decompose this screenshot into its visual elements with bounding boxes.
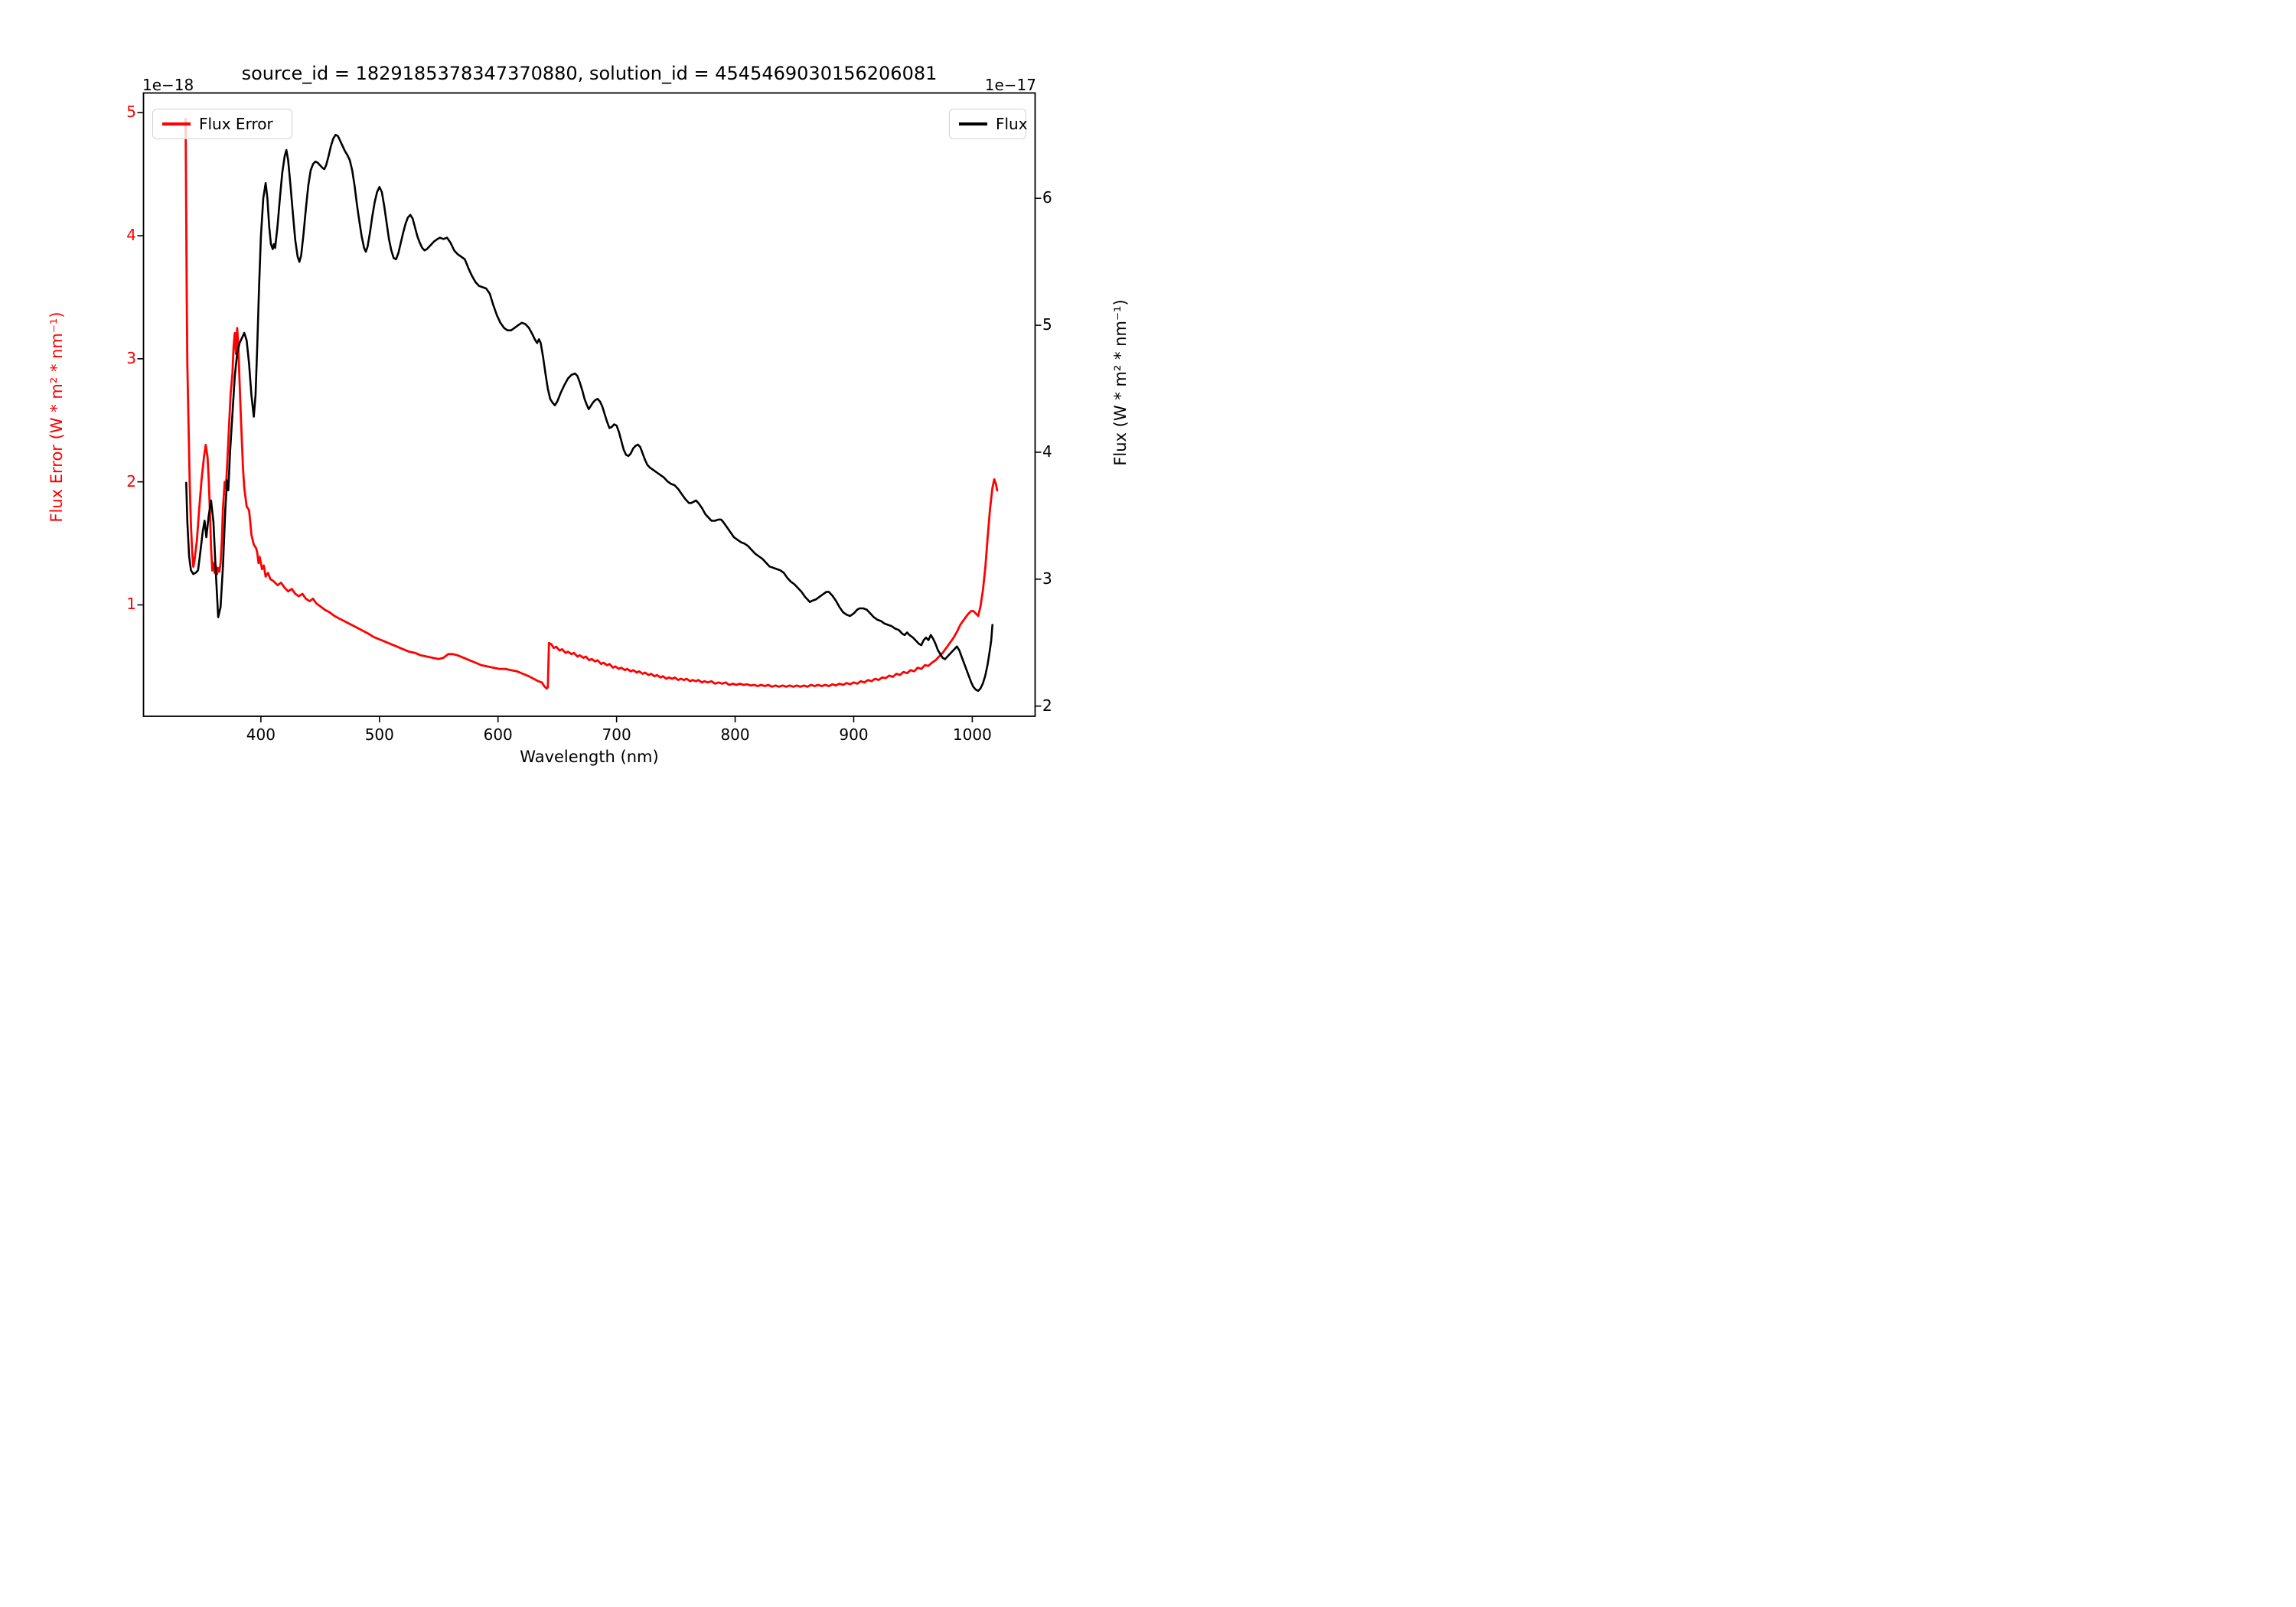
- x-axis-title: Wavelength (nm): [520, 748, 659, 766]
- flux-line-sample: [959, 122, 987, 125]
- right-y-tick-label: 4: [1042, 442, 1052, 461]
- x-tick-label: 600: [483, 725, 513, 744]
- right-axis-scale-offset: 1e−17: [984, 76, 1036, 94]
- flux-line: [185, 133, 993, 693]
- legend-flux-error-label: Flux Error: [199, 115, 273, 133]
- x-tick-label: 1000: [952, 725, 992, 744]
- x-tick-label: 500: [364, 725, 394, 744]
- legend-flux-label: Flux: [996, 115, 1028, 133]
- x-tick-label: 800: [720, 725, 750, 744]
- figure: source_id = 1829185378347370880, solutio…: [0, 0, 1148, 804]
- left-y-tick-label: 2: [126, 471, 136, 491]
- left-y-tick-label: 3: [126, 348, 136, 367]
- left-y-tick-label: 5: [126, 103, 136, 122]
- right-y-tick-label: 2: [1042, 696, 1052, 715]
- left-y-tick-label: 4: [126, 226, 136, 245]
- left-axis-scale-offset: 1e−18: [142, 76, 194, 94]
- x-tick-label: 900: [839, 725, 869, 744]
- x-tick-label: 700: [602, 725, 631, 744]
- left-axis-title: Flux Error (W * m² * nm⁻¹): [47, 311, 66, 523]
- flux-error-line-sample: [162, 122, 191, 125]
- legend-flux-error: Flux Error: [152, 109, 292, 139]
- x-tick-label: 400: [246, 725, 276, 744]
- left-y-tick-label: 1: [126, 595, 136, 614]
- axes-frame: [142, 92, 1036, 717]
- legend-flux: Flux: [949, 109, 1028, 139]
- flux-error-line: [184, 117, 999, 690]
- right-y-tick-label: 5: [1042, 315, 1052, 334]
- right-y-tick-label: 6: [1042, 188, 1052, 207]
- right-axis-title: Flux (W * m² * nm⁻¹): [1111, 299, 1130, 466]
- right-y-tick-label: 3: [1042, 569, 1052, 588]
- chart-title: source_id = 1829185378347370880, solutio…: [241, 63, 938, 84]
- plot-area: [137, 92, 1042, 722]
